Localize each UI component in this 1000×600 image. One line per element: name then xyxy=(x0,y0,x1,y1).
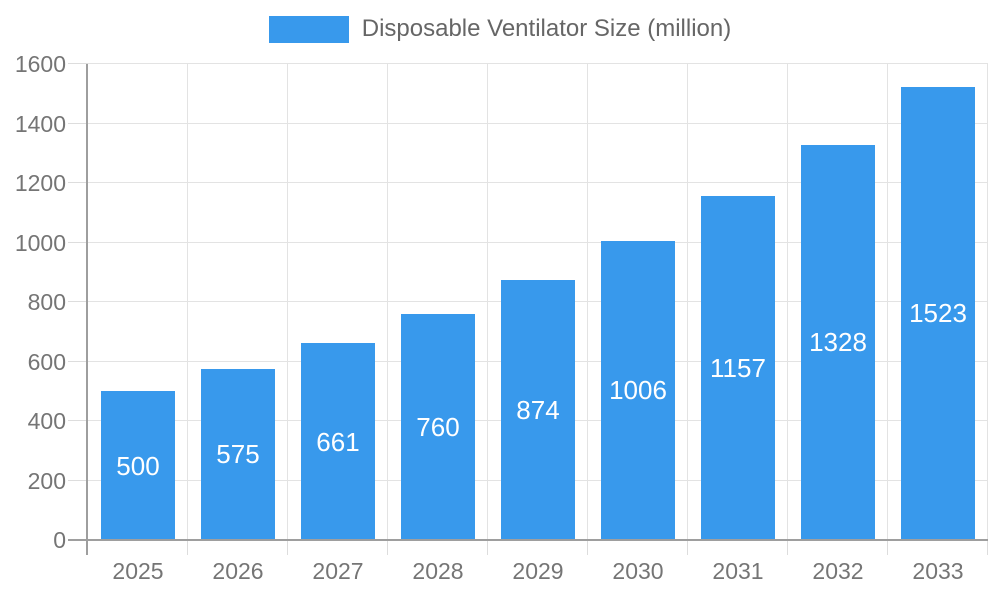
x-gridline xyxy=(887,64,888,540)
bar-2028[interactable]: 760 xyxy=(401,313,475,540)
bar-value-label: 575 xyxy=(216,439,260,470)
y-tick-label: 1200 xyxy=(14,170,66,196)
x-gridline xyxy=(287,64,288,540)
x-tick-label: 2027 xyxy=(312,558,364,584)
x-tick xyxy=(587,541,588,555)
y-tick xyxy=(68,420,88,421)
y-gridline xyxy=(88,241,988,243)
y-tick-label: 0 xyxy=(53,527,66,553)
bar-2032[interactable]: 1328 xyxy=(801,144,875,540)
y-gridline xyxy=(88,122,988,124)
x-tick xyxy=(387,541,388,555)
bar-value-label: 1006 xyxy=(609,375,667,406)
x-gridline xyxy=(987,64,988,540)
bar-value-label: 661 xyxy=(316,426,360,457)
x-gridline xyxy=(587,64,588,540)
bar-value-label: 1328 xyxy=(809,327,867,358)
y-axis-line xyxy=(86,64,88,555)
y-gridline xyxy=(88,182,988,183)
x-tick xyxy=(487,541,488,555)
x-gridline xyxy=(787,64,788,540)
bar-value-label: 500 xyxy=(116,450,160,481)
bar-value-label: 1157 xyxy=(710,352,766,383)
x-tick xyxy=(687,541,688,555)
y-tick xyxy=(68,241,88,243)
y-tick xyxy=(68,63,88,64)
legend-item[interactable]: Disposable Ventilator Size (million) xyxy=(0,14,1000,44)
y-tick-label: 1000 xyxy=(14,229,66,256)
y-tick xyxy=(68,122,88,124)
y-tick-label: 1600 xyxy=(14,51,66,77)
y-tick xyxy=(68,479,88,481)
y-tick-label: 1400 xyxy=(14,110,66,137)
bar-value-label: 1523 xyxy=(909,298,967,329)
x-tick-label: 2029 xyxy=(512,558,564,584)
x-tick-label: 2028 xyxy=(412,558,464,584)
x-gridline xyxy=(187,64,188,540)
x-gridline xyxy=(387,64,388,540)
x-tick xyxy=(787,541,788,555)
x-axis-line xyxy=(68,539,988,541)
y-tick-label: 800 xyxy=(27,289,66,315)
bar-2033[interactable]: 1523 xyxy=(901,86,975,540)
x-tick xyxy=(987,541,988,555)
legend-swatch-icon xyxy=(268,15,349,43)
y-tick xyxy=(68,360,88,362)
x-tick-label: 2026 xyxy=(212,558,264,584)
x-tick xyxy=(287,541,288,555)
x-tick-label: 2033 xyxy=(912,558,964,584)
bar-2031[interactable]: 1157 xyxy=(701,195,775,540)
y-tick-label: 200 xyxy=(27,467,66,494)
bar-2025[interactable]: 500 xyxy=(101,391,175,540)
x-tick-label: 2030 xyxy=(612,558,664,584)
x-tick xyxy=(187,541,188,555)
bar-2030[interactable]: 1006 xyxy=(601,240,675,540)
bar-value-label: 760 xyxy=(416,411,460,442)
x-tick-label: 2032 xyxy=(812,558,864,584)
y-tick-label: 600 xyxy=(27,348,66,375)
x-gridline xyxy=(687,64,688,540)
y-gridline xyxy=(88,63,988,64)
bar-2029[interactable]: 874 xyxy=(501,279,575,540)
y-tick xyxy=(68,301,88,302)
x-gridline xyxy=(487,64,488,540)
bar-2027[interactable]: 661 xyxy=(301,343,375,540)
x-tick-label: 2025 xyxy=(112,558,164,584)
bar-2026[interactable]: 575 xyxy=(201,368,275,540)
x-tick xyxy=(887,541,888,555)
y-tick-label: 400 xyxy=(27,408,66,434)
legend-label: Disposable Ventilator Size (million) xyxy=(361,15,732,42)
bar-value-label: 874 xyxy=(516,394,560,425)
x-tick-label: 2031 xyxy=(712,558,764,584)
y-tick xyxy=(68,182,88,183)
